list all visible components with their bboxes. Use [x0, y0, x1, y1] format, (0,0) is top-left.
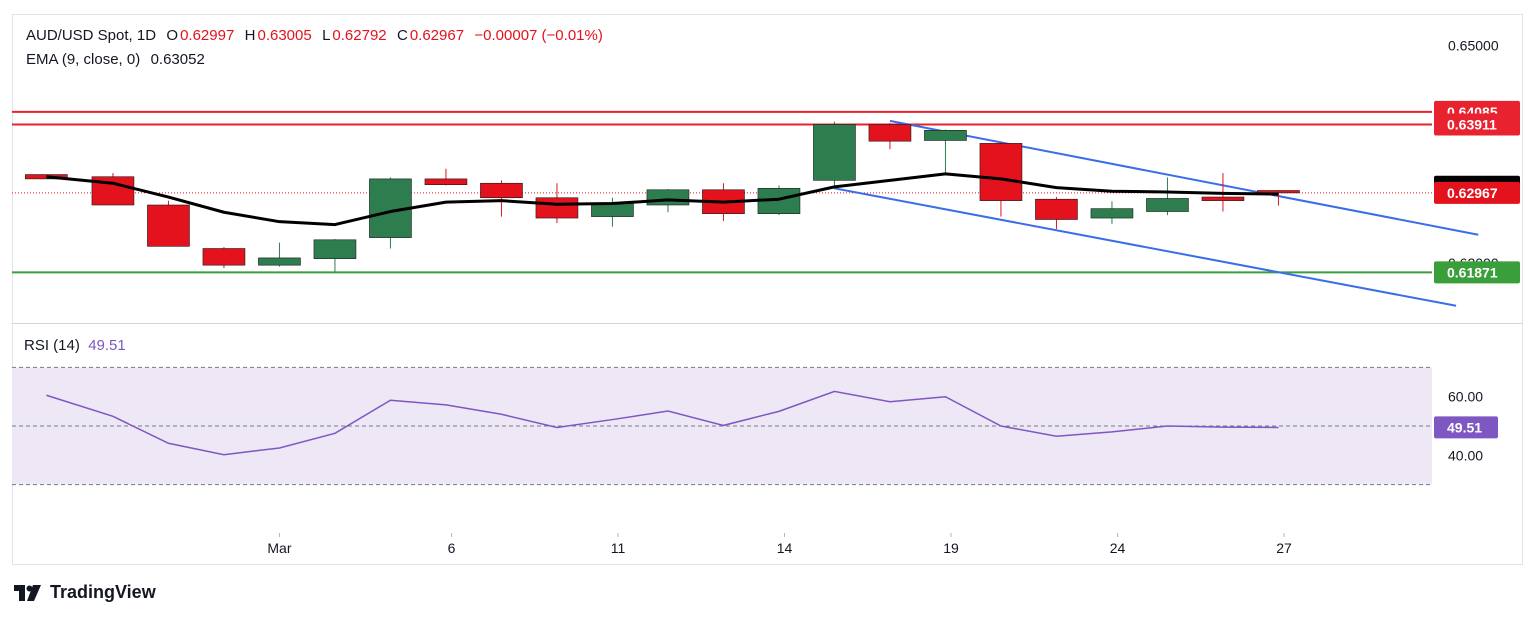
resistance-2-tag-text: 0.63911 — [1447, 116, 1497, 132]
rsi-label: RSI (14) — [24, 337, 80, 354]
price-pane[interactable] — [12, 110, 1479, 307]
candle-body-up — [313, 239, 357, 259]
symbol-label[interactable]: AUD/USD Spot, 1D — [26, 27, 157, 44]
rsi-pane[interactable] — [46, 390, 1279, 456]
channel-upper-line[interactable] — [889, 119, 1479, 236]
candle-body-up — [1090, 208, 1134, 219]
support-tag-bg — [1434, 261, 1520, 284]
resistance-2-tag[interactable]: 0.63911 — [1434, 113, 1520, 136]
candle[interactable] — [424, 168, 468, 186]
time-tick-label: 24 — [1110, 540, 1126, 556]
candle[interactable] — [1090, 201, 1134, 224]
candle-body-up — [924, 130, 967, 141]
tradingview-logo[interactable]: TradingView — [14, 582, 156, 603]
last-price-tag[interactable]: 0.62967 — [1434, 181, 1520, 204]
candle[interactable] — [1035, 197, 1078, 229]
support-tag[interactable]: 0.61871 — [1434, 261, 1520, 284]
candle-body-down — [1035, 198, 1078, 220]
channel-lower-line[interactable] — [834, 187, 1457, 307]
candle-body-up — [813, 124, 856, 181]
price-axis[interactable]: 0.650000.620000.640850.639110.618710.630… — [1434, 38, 1520, 464]
candle[interactable] — [313, 239, 357, 273]
time-tick-label: 19 — [943, 540, 959, 556]
support-tag-text: 0.61871 — [1447, 264, 1498, 280]
chart-frame — [12, 14, 1523, 565]
time-tick-label: Mar — [267, 540, 291, 556]
candle[interactable] — [202, 247, 246, 269]
candle-body-down — [424, 178, 468, 185]
resistance-2-tag-bg — [1434, 113, 1520, 136]
time-tick-label: 11 — [611, 540, 626, 556]
candle[interactable] — [813, 121, 856, 190]
rsi-value-tag-text: 49.51 — [1447, 419, 1482, 435]
low-value: 0.62792 — [332, 27, 387, 44]
rsi-line[interactable] — [46, 390, 1279, 456]
candle-body-up — [1146, 198, 1189, 212]
rsi-value: 49.51 — [88, 337, 126, 354]
candle[interactable] — [868, 123, 912, 150]
time-tick-label: 14 — [777, 540, 793, 556]
time-tick-label: 6 — [448, 540, 456, 556]
open-label: O — [166, 27, 179, 44]
candle[interactable] — [147, 200, 190, 247]
ema-line[interactable] — [46, 172, 1279, 227]
ema-legend[interactable]: EMA (9, close, 0) 0.63052 — [26, 51, 207, 68]
candle-body-down — [979, 143, 1023, 201]
price-tick-label: 0.65000 — [1448, 38, 1499, 54]
time-tick-label: 27 — [1276, 540, 1292, 556]
candle[interactable] — [924, 129, 967, 174]
candle[interactable] — [91, 173, 135, 206]
last-price-tag-text: 0.62967 — [1447, 185, 1498, 201]
candle-body-down — [535, 197, 579, 219]
low-label: L — [322, 27, 331, 44]
high-label: H — [244, 27, 256, 44]
candle-body-up — [646, 189, 690, 206]
time-axis[interactable]: Mar 6 11 14 19 24 27 — [267, 533, 1292, 556]
ohlc-legend: AUD/USD Spot, 1D O 0.62997 H 0.63005 L 0.62… — [26, 27, 605, 44]
rsi-tick-label: 60.00 — [1448, 389, 1483, 405]
candle-body-down — [147, 204, 190, 247]
ema-label: EMA (9, close, 0) — [26, 51, 141, 68]
last-price-tag-bg — [1434, 181, 1520, 204]
candle-body-up — [258, 257, 301, 266]
change-value: −0.00007 (−0.01%) — [474, 27, 603, 44]
close-label: C — [396, 27, 408, 44]
open-value: 0.62997 — [180, 27, 235, 44]
candle[interactable] — [1146, 177, 1189, 216]
close-value: 0.62967 — [409, 27, 465, 44]
rsi-tick-label: 40.00 — [1448, 447, 1483, 463]
candle[interactable] — [480, 180, 523, 217]
candle[interactable] — [258, 242, 301, 267]
rsi-value-tag[interactable]: 49.51 — [1434, 416, 1498, 439]
rsi-band — [12, 366, 1432, 486]
candle[interactable] — [979, 141, 1023, 217]
ema-value: 0.63052 — [150, 51, 205, 68]
candle-body-down — [1201, 196, 1245, 201]
candle-body-down — [868, 124, 912, 142]
brand-name: TradingView — [50, 582, 156, 602]
rsi-value-tag-bg — [1434, 416, 1498, 439]
tradingview-icon — [14, 584, 41, 601]
rsi-legend[interactable]: RSI (14) 49.51 — [24, 337, 126, 354]
high-value: 0.63005 — [257, 27, 312, 44]
candle-body-down — [480, 182, 523, 199]
candle-body-down — [202, 248, 246, 266]
